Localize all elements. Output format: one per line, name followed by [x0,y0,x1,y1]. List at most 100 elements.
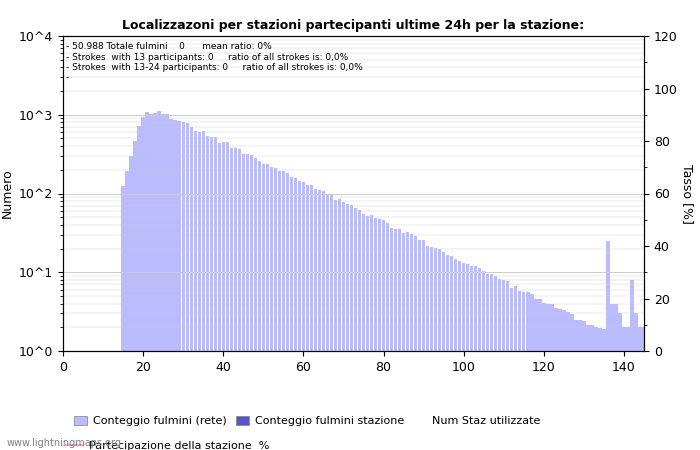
Bar [362,214,365,450]
Bar [258,161,261,450]
Bar [146,112,149,450]
Bar [582,321,586,450]
Bar [354,208,357,450]
Bar [618,314,622,450]
Bar [558,309,561,450]
Bar [586,325,589,450]
Bar [342,202,345,450]
Bar [578,320,582,450]
Bar [214,136,217,450]
Bar [169,119,173,450]
Bar [253,158,257,450]
Bar [502,280,505,450]
Bar [197,132,201,450]
Bar [162,114,165,450]
Bar [370,215,373,450]
Bar [602,329,606,450]
Text: - 50.988 Totale fulmini    0      mean ratio: 0%
- Strokes  with 13 participants: - 50.988 Totale fulmini 0 mean ratio: 0%… [66,42,363,82]
Bar [358,211,361,450]
Bar [374,218,377,450]
Bar [606,241,610,450]
Bar [322,191,326,450]
Bar [326,194,329,450]
Bar [318,190,321,450]
Bar [186,123,189,450]
Bar [538,299,542,450]
Bar [526,292,529,450]
Bar [294,178,297,450]
Bar [398,230,401,450]
Bar [149,114,153,450]
Bar [410,234,413,450]
Bar [270,167,273,450]
Bar [426,246,429,450]
Bar [382,220,385,450]
Bar [137,126,141,450]
Bar [218,143,221,450]
Bar [390,228,393,450]
Title: Localizzazoni per stazioni partecipanti ultime 24h per la stazione:: Localizzazoni per stazioni partecipanti … [122,19,584,32]
Bar [250,155,253,450]
Bar [634,314,638,450]
Bar [298,181,301,450]
Bar [278,171,281,450]
Bar [614,304,617,450]
Y-axis label: Tasso [%]: Tasso [%] [681,163,694,224]
Bar [434,248,438,450]
Bar [542,303,545,450]
Y-axis label: Numero: Numero [0,169,13,218]
Bar [510,288,514,450]
Bar [418,240,421,450]
Bar [554,308,558,450]
Bar [598,328,601,450]
Bar [470,266,473,450]
Bar [141,117,145,450]
Bar [643,327,645,450]
Bar [498,279,501,450]
Bar [414,236,417,450]
Bar [366,216,369,450]
Bar [174,120,177,450]
Bar [458,261,461,450]
Bar [546,304,550,450]
Bar [237,148,241,450]
Bar [125,171,129,450]
Bar [486,274,489,450]
Bar [121,185,125,450]
Bar [522,292,526,450]
Bar [265,164,269,450]
Bar [590,325,594,450]
Bar [530,294,533,450]
Bar [462,263,466,450]
Bar [474,266,477,450]
Bar [566,312,570,450]
Bar [281,171,285,450]
Bar [193,130,197,450]
Bar [334,200,337,450]
Bar [446,256,449,450]
Bar [346,204,349,450]
Bar [386,223,389,450]
Bar [630,280,634,450]
Bar [466,264,470,450]
Bar [570,314,573,450]
Bar [274,168,277,450]
Bar [190,127,193,450]
Bar [482,271,485,450]
Bar [378,219,382,450]
Bar [225,142,229,450]
Bar [562,310,566,450]
Bar [290,177,293,450]
Bar [406,232,410,450]
Bar [534,299,538,450]
Bar [350,206,354,450]
Bar [241,154,245,450]
Bar [438,248,442,450]
Bar [302,182,305,450]
Bar [550,304,554,450]
Bar [330,194,333,450]
Bar [165,114,169,450]
Bar [610,304,614,450]
Bar [454,258,457,450]
Bar [130,156,133,450]
